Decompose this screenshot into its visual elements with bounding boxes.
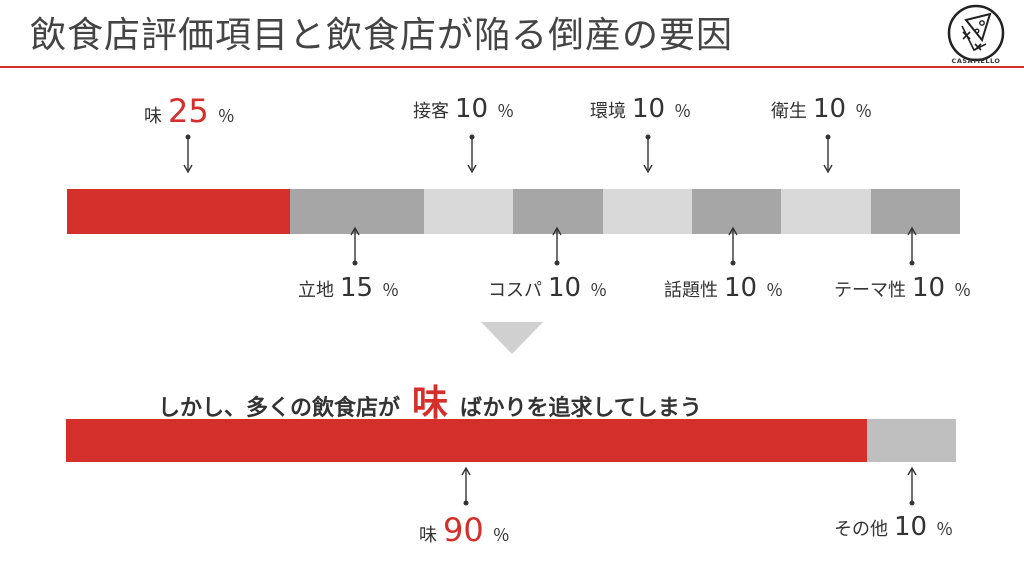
label-taste-unit: ％ <box>217 107 235 127</box>
label-theme-value: 10 <box>912 273 946 303</box>
arrow-up-icon <box>907 226 917 266</box>
label-service-name: 接客 <box>413 101 449 122</box>
focus-bar-segment-1 <box>66 419 867 462</box>
evaluation-bar-segment-8 <box>870 189 960 234</box>
label-cost-value: 10 <box>548 273 582 303</box>
label-bottom-other-unit: ％ <box>936 520 954 540</box>
evaluation-bar-segment-3 <box>424 189 514 234</box>
pizza-slice-icon <box>947 4 1005 62</box>
label-bottom-taste: 味 90 ％ <box>419 511 510 549</box>
down-triangle-icon <box>481 322 543 354</box>
label-taste-name: 味 <box>144 106 162 127</box>
label-bottom-taste-name: 味 <box>419 525 437 546</box>
label-hygiene-value: 10 <box>813 94 847 124</box>
label-bottom-taste-unit: ％ <box>492 526 510 546</box>
arrow-up-icon <box>552 226 562 266</box>
label-location-value: 15 <box>340 273 374 303</box>
title-underline <box>0 66 1024 68</box>
evaluation-bar-segment-1 <box>67 189 291 234</box>
evaluation-bar-segment-7 <box>781 189 871 234</box>
label-hygiene: 衛生 10 ％ <box>771 94 872 124</box>
evaluation-stacked-bar <box>67 189 960 234</box>
label-service-value: 10 <box>455 94 489 124</box>
label-environment-unit: ％ <box>674 102 692 122</box>
arrow-down-icon <box>643 134 653 174</box>
label-bottom-other-value: 10 <box>894 512 928 542</box>
label-topic-name: 話題性 <box>664 280 718 301</box>
label-topic-value: 10 <box>724 273 758 303</box>
label-theme-name: テーマ性 <box>834 280 906 301</box>
label-topic: 話題性 10 ％ <box>664 273 783 303</box>
evaluation-bar-segment-6 <box>692 189 782 234</box>
label-cost-unit: ％ <box>590 281 608 301</box>
label-service-unit: ％ <box>497 102 515 122</box>
label-taste: 味 25 ％ <box>144 92 235 130</box>
message-highlight: 味 <box>412 383 449 424</box>
label-theme: テーマ性 10 ％ <box>834 273 971 303</box>
label-cost: コスパ 10 ％ <box>488 273 607 303</box>
label-cost-name: コスパ <box>488 280 542 301</box>
label-environment: 環境 10 ％ <box>590 94 691 124</box>
label-bottom-taste-value: 90 <box>443 511 484 549</box>
message-after: ばかりを追求してしまう <box>460 396 702 421</box>
label-bottom-other: その他 10 ％ <box>834 512 953 542</box>
arrow-down-icon <box>467 134 477 174</box>
label-service: 接客 10 ％ <box>413 94 514 124</box>
evaluation-bar-segment-2 <box>290 189 425 234</box>
label-hygiene-name: 衛生 <box>771 101 807 122</box>
arrow-up-icon <box>907 466 917 506</box>
arrow-up-icon <box>461 466 471 506</box>
label-environment-value: 10 <box>632 94 666 124</box>
page-title: 飲食店評価項目と飲食店が陥る倒産の要因 <box>30 15 734 56</box>
label-environment-name: 環境 <box>590 101 626 122</box>
label-location: 立地 15 ％ <box>298 273 399 303</box>
focus-stacked-bar <box>66 419 956 462</box>
label-location-name: 立地 <box>298 280 334 301</box>
label-hygiene-unit: ％ <box>855 102 873 122</box>
label-bottom-other-name: その他 <box>834 519 888 540</box>
arrow-down-icon <box>183 134 193 174</box>
evaluation-bar-segment-4 <box>513 189 603 234</box>
label-theme-unit: ％ <box>954 281 972 301</box>
message-line: しかし、多くの飲食店が 味 ばかりを追求してしまう <box>158 374 702 426</box>
arrow-down-icon <box>823 134 833 174</box>
focus-bar-segment-2 <box>867 419 956 462</box>
label-location-unit: ％ <box>382 281 400 301</box>
arrow-up-icon <box>728 226 738 266</box>
logo-wordmark: CASATIELLO <box>951 57 1001 65</box>
label-topic-unit: ％ <box>766 281 784 301</box>
label-taste-value: 25 <box>168 92 209 130</box>
evaluation-bar-segment-5 <box>602 189 693 234</box>
message-before: しかし、多くの飲食店が <box>158 396 401 421</box>
arrow-up-icon <box>350 226 360 266</box>
